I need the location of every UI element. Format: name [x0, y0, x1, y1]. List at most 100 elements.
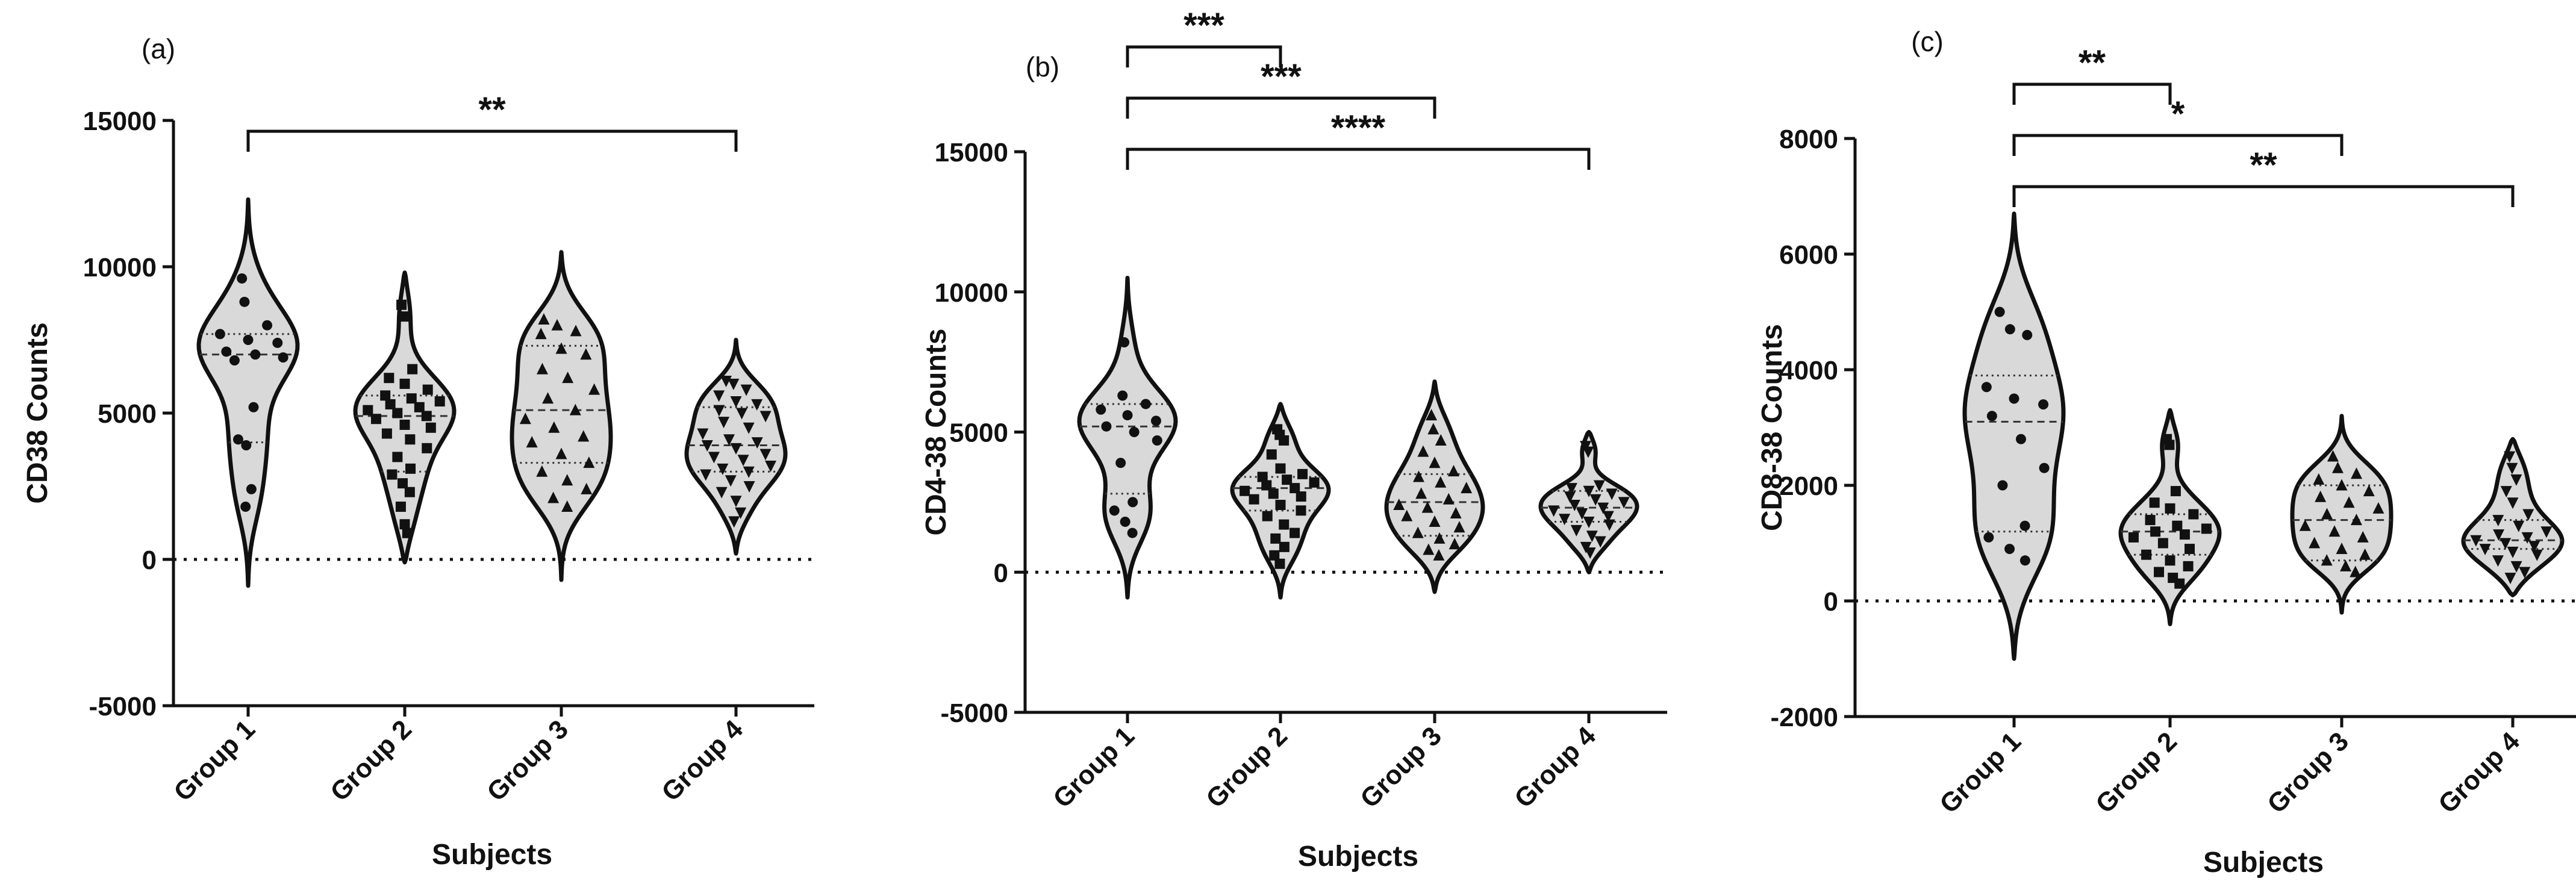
- data-point-triangle-up: [1435, 434, 1447, 446]
- data-point-triangle-up: [561, 500, 573, 512]
- violin-group: [2118, 408, 2222, 626]
- data-point-triangle-up: [519, 412, 531, 425]
- chart-panel: (c) -2000 0 2000 4000 6000 8000 CD8-38 Counts Su…: [1756, 26, 2576, 879]
- data-point-circle: [221, 346, 232, 357]
- x-tick-label: Group 4: [2433, 726, 2525, 819]
- data-point-triangle-down: [1583, 516, 1595, 528]
- data-point-square: [407, 364, 418, 375]
- data-point-triangle-down: [1568, 500, 1580, 512]
- data-point-triangle-down: [697, 428, 709, 440]
- chart-panel: (a) -5000 0 5000 10000 15000 CD38 Counts Subjec…: [22, 33, 814, 871]
- data-point-triangle-up: [2350, 514, 2362, 526]
- data-point-triangle-down: [723, 434, 735, 446]
- significance-bracket: **: [2012, 43, 2172, 105]
- data-point-square: [2188, 509, 2199, 520]
- y-tick-label: 15000: [83, 107, 157, 136]
- data-point-triangle-up: [535, 328, 547, 340]
- data-point-triangle-up: [2340, 559, 2352, 571]
- violin-group: [2290, 414, 2394, 615]
- data-point-triangle-up: [551, 319, 563, 331]
- data-point-circle: [1997, 480, 2008, 491]
- data-point-triangle-down: [1594, 536, 1606, 548]
- data-point-circle: [1127, 497, 1138, 508]
- data-point-triangle-down: [1564, 491, 1576, 503]
- violin-group: [684, 338, 788, 556]
- data-point-square: [1296, 491, 1306, 502]
- data-point-circle: [229, 355, 240, 366]
- data-point-circle: [1981, 382, 1992, 393]
- data-point-square: [2157, 538, 2168, 549]
- data-point-circle: [1140, 399, 1151, 409]
- data-point-circle: [243, 335, 254, 345]
- data-point-square: [422, 384, 433, 395]
- data-point-triangle-up: [548, 421, 560, 433]
- data-point-triangle-up: [2331, 461, 2344, 473]
- data-point-circle: [2019, 555, 2030, 566]
- data-point-triangle-up: [1435, 476, 1447, 488]
- violin-group: [2461, 437, 2565, 597]
- x-tick-label: Group 1: [1047, 721, 1140, 814]
- data-point-triangle-up: [2321, 508, 2333, 520]
- data-point-circle: [1986, 411, 1997, 422]
- data-point-triangle-up: [1427, 423, 1439, 435]
- data-point-triangle-down: [759, 411, 772, 423]
- data-point-triangle-down: [728, 516, 740, 528]
- bracket-line: [2012, 134, 2344, 156]
- data-point-circle: [1117, 390, 1128, 401]
- x-tick-label: Group 2: [2090, 726, 2183, 819]
- data-point-triangle-down: [743, 422, 755, 434]
- data-point-square: [2185, 544, 2195, 555]
- data-point-triangle-down: [730, 396, 742, 408]
- data-point-circle: [2004, 324, 2015, 335]
- data-point-triangle-up: [2350, 565, 2362, 577]
- y-tick-label: 6000: [1779, 240, 1838, 270]
- data-point-triangle-up: [562, 372, 574, 384]
- data-point-triangle-up: [569, 403, 581, 415]
- data-point-square: [405, 463, 416, 474]
- data-point-square: [1290, 483, 1300, 494]
- data-point-triangle-down: [2492, 515, 2504, 527]
- data-point-triangle-up: [536, 362, 548, 375]
- data-point-square: [2154, 567, 2165, 577]
- data-point-square: [381, 428, 392, 439]
- data-point-triangle-down: [2470, 535, 2482, 547]
- data-point-triangle-up: [547, 491, 560, 503]
- data-point-square: [395, 502, 406, 512]
- violin-body: [196, 197, 300, 588]
- data-point-square: [1275, 500, 1286, 511]
- data-point-square: [422, 443, 432, 453]
- data-point-triangle-up: [1421, 501, 1433, 513]
- data-point-triangle-down: [730, 443, 742, 455]
- data-point-triangle-down: [1565, 483, 1577, 495]
- x-tick-label: Group 4: [1509, 721, 1601, 814]
- x-axis-title: Subjects: [2203, 847, 2324, 879]
- data-point-triangle-up: [2336, 479, 2348, 491]
- data-point-square: [2174, 578, 2185, 589]
- y-tick-label: 5000: [949, 418, 1008, 448]
- data-point-triangle-down: [765, 460, 777, 472]
- data-point-triangle-up: [1429, 515, 1441, 527]
- data-point-triangle-up: [2321, 554, 2333, 566]
- data-point-triangle-up: [1412, 470, 1424, 482]
- data-point-triangle-down: [2540, 526, 2553, 538]
- data-point-triangle-up: [2336, 543, 2348, 555]
- data-point-circle: [262, 320, 273, 331]
- data-point-triangle-up: [1393, 499, 1405, 511]
- data-point-square: [425, 422, 436, 433]
- data-point-triangle-down: [1618, 497, 1630, 509]
- significance-bracket: **: [2012, 146, 2515, 207]
- data-point-square: [398, 478, 408, 489]
- y-axis-title: CD38 Counts: [22, 322, 54, 503]
- data-point-square: [399, 378, 410, 389]
- data-point-triangle-up: [2343, 496, 2355, 508]
- data-point-square: [405, 434, 416, 445]
- significance-bracket: **: [246, 90, 738, 152]
- data-point-triangle-down: [1606, 488, 1618, 500]
- data-point-square: [2165, 503, 2175, 514]
- violin-group: [1962, 211, 2066, 661]
- data-point-triangle-down: [743, 466, 755, 478]
- data-point-triangle-down: [708, 452, 720, 464]
- data-point-triangle-up: [1453, 521, 1465, 533]
- significance-bracket: ****: [1126, 108, 1591, 170]
- data-point-square: [384, 373, 395, 384]
